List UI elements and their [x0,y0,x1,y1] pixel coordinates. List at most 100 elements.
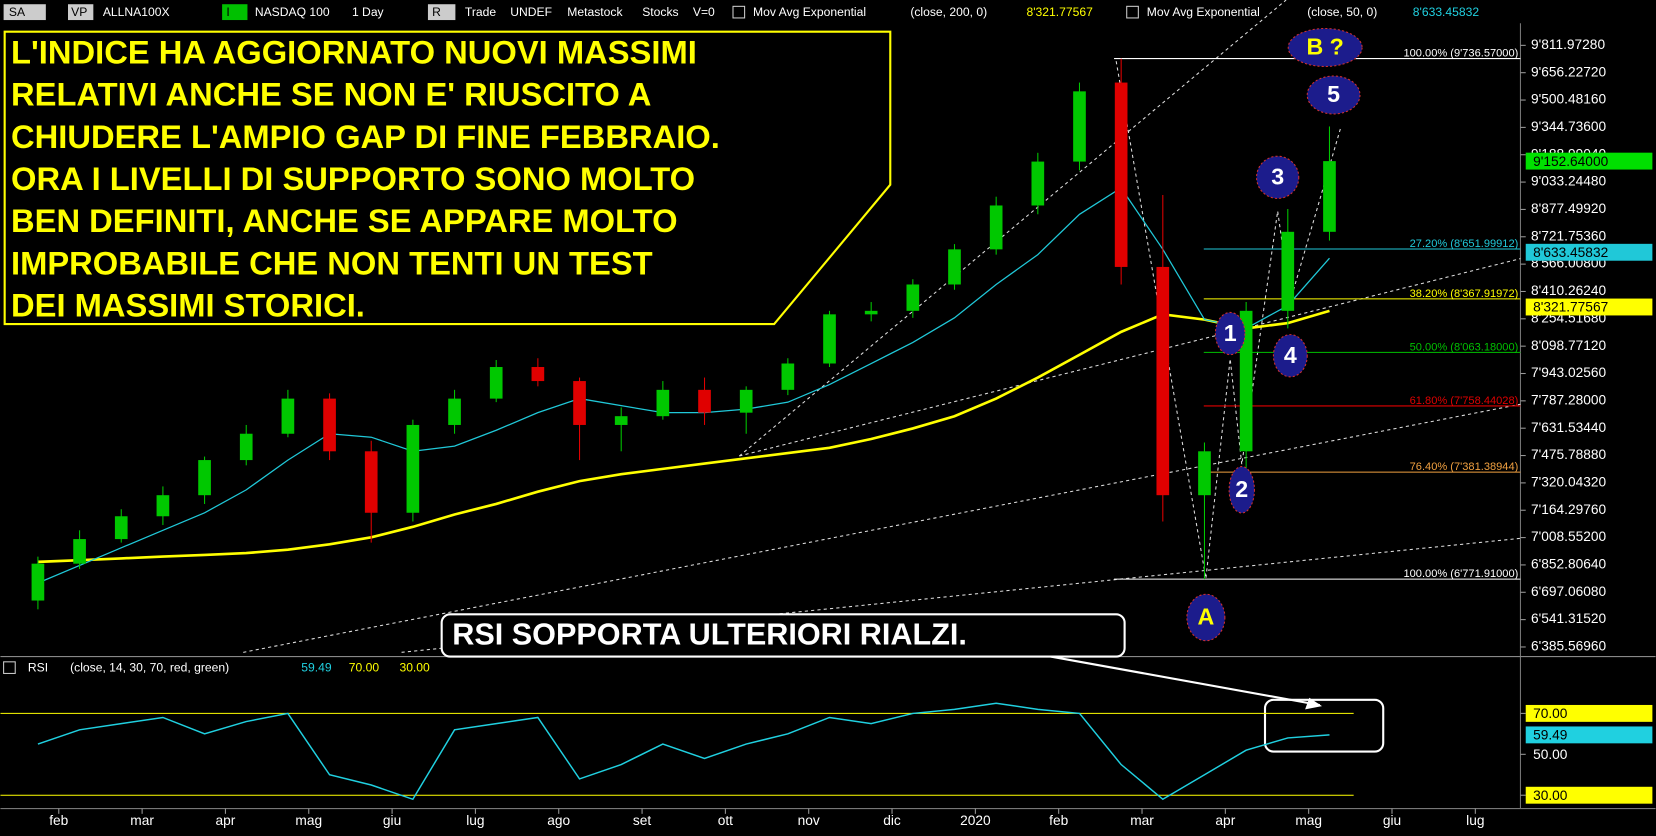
candle-body [573,381,586,425]
comment-line: CHIUDERE L'AMPIO GAP DI FINE FEBBRAIO. [11,118,720,155]
symbol-type[interactable]: SA [9,5,26,19]
rsi-level: 30.00 [399,660,430,674]
y-tick-label: 9'811.97280 [1531,37,1605,52]
x-tick-label: 2020 [960,813,991,828]
indicator[interactable]: I [226,5,229,19]
candle-body [531,367,545,382]
candle-body [1073,91,1086,162]
fib-label: 27.20% (8'651.99912) [1410,238,1519,250]
x-tick-label: ott [718,813,733,828]
candle-body [114,516,128,540]
candle-body [906,284,920,311]
rsi-value: 59.49 [301,660,332,674]
candle-body [198,460,211,496]
candle-body [281,398,295,434]
ma-tag: 8'633.45832 [1533,245,1608,260]
x-tick-label: ago [547,813,570,828]
y-tick-label: 7'631.53440 [1531,420,1606,435]
fib-label: 61.80% (7'758.44028) [1410,395,1519,407]
candle-body [406,424,420,513]
wave-marker [1214,311,1246,356]
symbol-type-box[interactable] [3,4,46,21]
checkbox[interactable] [1126,5,1139,19]
y-tick-label: 70.00 [1533,706,1568,721]
y-tick-label: 50.00 [1533,747,1568,762]
wave-label: A [1197,604,1214,630]
arrow [1050,655,1321,707]
y-tick-label: 8'721.75360 [1531,228,1606,243]
legend-params: (close, 50, 0) [1307,5,1377,19]
y-tick-label: 7'320.04320 [1531,475,1606,490]
candle-body [31,563,45,601]
x-tick-label: lug [1466,813,1484,828]
legend-name: Mov Avg Exponential [753,5,866,19]
checkbox[interactable] [3,661,16,674]
source: Metastock [567,5,623,19]
candle-body [1114,82,1128,267]
instrument-name: NASDAQ 100 [255,5,330,19]
ma-tag-bg [1525,243,1653,261]
y-tick-label: 9'500.48160 [1531,92,1606,107]
y-tick-label: 8'098.77120 [1531,338,1606,353]
checkbox[interactable] [732,5,746,19]
candle-body [323,398,336,452]
candle-body [1156,266,1170,496]
legend-value: 8'633.45832 [1413,5,1480,19]
legend-params: (close, 200, 0) [910,5,987,19]
trend-line [739,258,1521,457]
rsi-comment: RSI SOPPORTA ULTERIORI RIALZI. [452,618,967,652]
r-box[interactable] [427,4,456,21]
rsi-tag-bg [1525,704,1653,722]
y-tick-label: 8'410.26240 [1531,283,1606,298]
y-tick-label: 6'697.06080 [1531,584,1606,599]
candle-body [614,416,628,425]
ma-tag-bg [1525,298,1653,316]
y-tick-label: 30.00 [1533,788,1568,803]
rsi-title: RSI [28,660,48,674]
candle-body [864,310,878,315]
wave-label: 5 [1327,81,1340,107]
y-tick-label: 9'656.22720 [1531,64,1606,79]
fib-label: 50.00% (8'063.18000) [1410,341,1519,353]
y-tick-label: 7'008.55200 [1531,529,1606,544]
candle-body [1323,161,1336,232]
candle-body [1198,451,1211,496]
rsi-level: 70.00 [349,660,380,674]
comment-box [3,30,892,326]
x-tick-label: apr [1215,813,1235,828]
r[interactable]: R [432,5,441,19]
moving-average [37,187,1330,584]
candle-body [364,451,378,513]
x-tick-label: feb [1049,813,1068,828]
x-tick-label: apr [216,813,236,828]
last-close-tag: 9'152.64000 [1533,154,1608,169]
x-tick-label: mar [130,813,154,828]
wave-marker [1306,75,1361,115]
candle-body [239,433,253,461]
x-tick-label: feb [49,813,68,828]
legend-value: 8'321.77567 [1026,5,1093,19]
trend-line [738,0,1287,457]
comment-line: RELATIVI ANCHE SE NON E' RIUSCITO A [11,76,651,113]
last-close-tag-bg [1525,152,1653,170]
x-tick-label: nov [798,813,820,828]
rsi-tag: 59.49 [1533,728,1567,743]
period: 1 Day [352,5,385,19]
wave-label: 3 [1271,164,1284,190]
indicator-box[interactable] [222,4,248,21]
y-tick-label: 7'475.78880 [1531,447,1606,462]
candle-body [656,389,670,417]
comment-line: IMPROBABILE CHE NON TENTI UN TEST [11,244,653,281]
x-tick-label: dic [883,813,901,828]
candle-body [73,539,86,564]
exchange: UNDEF [510,5,552,19]
vp-box[interactable] [68,4,94,21]
moving-average [37,309,1330,564]
vp[interactable]: VP [71,5,87,19]
candle-body [948,249,961,285]
fib-label: 76.40% (7'381.38944) [1410,461,1519,473]
comment-line: L'INDICE HA AGGIORNATO NUOVI MASSIMI [11,33,697,70]
rsi-highlight [1263,698,1385,753]
y-tick-label: 7'787.28000 [1531,392,1606,407]
fib-label: 38.20% (8'367.91972) [1410,288,1519,300]
